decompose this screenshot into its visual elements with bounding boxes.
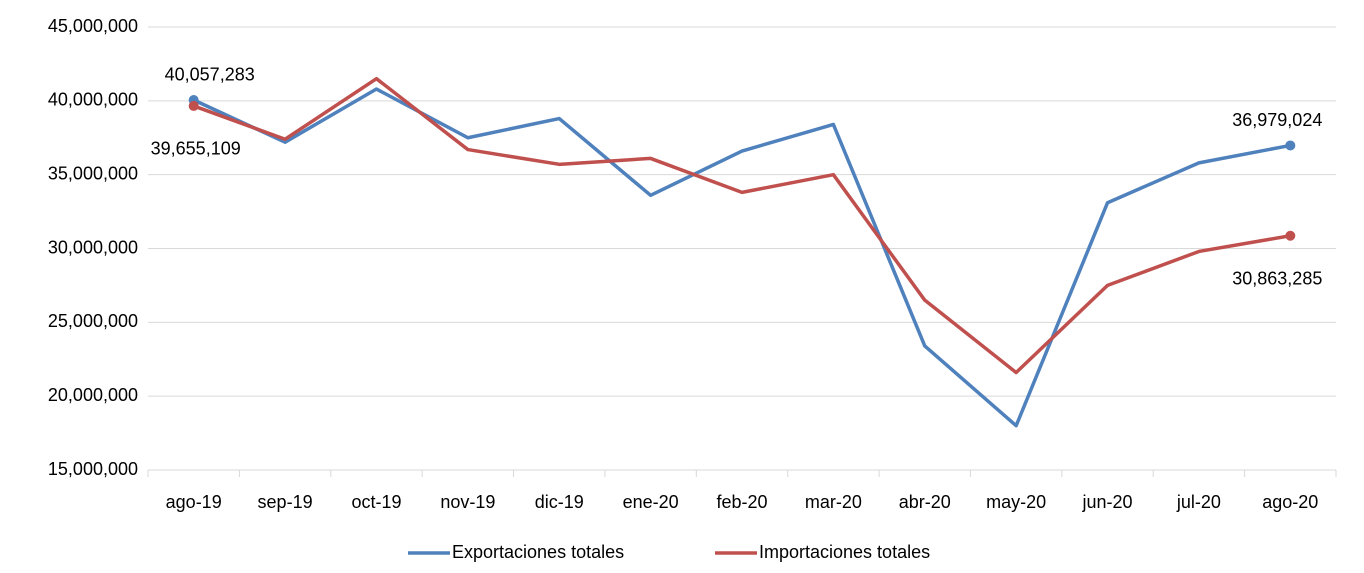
- legend-label: Exportaciones totales: [452, 542, 624, 562]
- y-tick-label: 40,000,000: [48, 90, 138, 110]
- series-line: [192, 87, 1291, 428]
- point-marker: [188, 100, 199, 111]
- x-tick-label: nov-19: [440, 492, 495, 512]
- x-tick-label: jun-20: [1082, 492, 1133, 512]
- data-label: 39,655,109: [151, 139, 241, 159]
- y-tick-label: 30,000,000: [48, 237, 138, 257]
- x-tick-label: mar-20: [805, 492, 862, 512]
- data-label: 30,863,285: [1232, 269, 1322, 289]
- x-tick-label: abr-20: [899, 492, 951, 512]
- legend-label: Importaciones totales: [759, 542, 930, 562]
- y-tick-label: 35,000,000: [48, 163, 138, 183]
- x-tick-label: jul-20: [1176, 492, 1221, 512]
- x-tick-label: may-20: [986, 492, 1046, 512]
- data-label: 36,979,024: [1232, 110, 1322, 130]
- series-line: [193, 76, 1291, 375]
- data-label: 40,057,283: [165, 65, 255, 85]
- y-tick-label: 25,000,000: [48, 311, 138, 331]
- x-tick-label: ene-20: [623, 492, 679, 512]
- x-tick-label: oct-19: [351, 492, 401, 512]
- x-tick-label: sep-19: [258, 492, 313, 512]
- y-tick-label: 20,000,000: [48, 385, 138, 405]
- x-tick-label: dic-19: [535, 492, 584, 512]
- point-marker: [1285, 140, 1296, 151]
- x-tick-label: ago-19: [166, 492, 222, 512]
- y-tick-label: 15,000,000: [48, 459, 138, 479]
- point-marker: [1285, 230, 1296, 241]
- y-tick-label: 45,000,000: [48, 16, 138, 36]
- x-tick-label: ago-20: [1262, 492, 1318, 512]
- x-tick-label: feb-20: [716, 492, 767, 512]
